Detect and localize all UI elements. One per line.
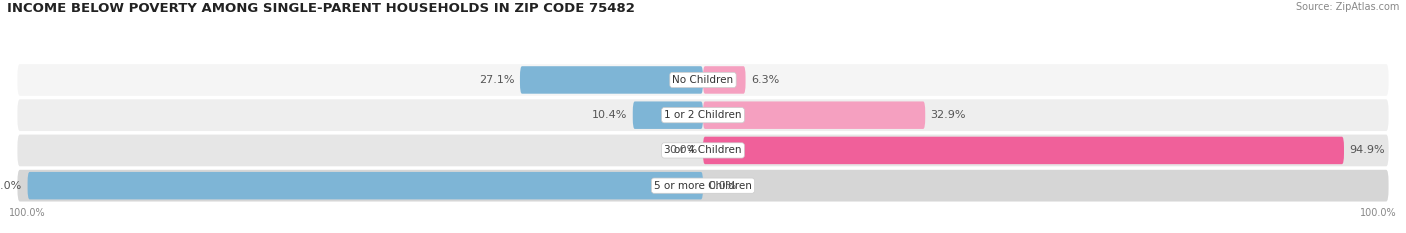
Text: 0.0%: 0.0% [669, 145, 697, 155]
Text: 100.0%: 100.0% [0, 181, 22, 191]
FancyBboxPatch shape [520, 66, 703, 94]
FancyBboxPatch shape [703, 66, 745, 94]
Text: 1 or 2 Children: 1 or 2 Children [664, 110, 742, 120]
FancyBboxPatch shape [17, 135, 1389, 166]
Text: 6.3%: 6.3% [751, 75, 779, 85]
Text: 0.0%: 0.0% [709, 181, 737, 191]
Text: No Children: No Children [672, 75, 734, 85]
Text: 27.1%: 27.1% [479, 75, 515, 85]
FancyBboxPatch shape [17, 99, 1389, 131]
FancyBboxPatch shape [28, 172, 703, 199]
FancyBboxPatch shape [633, 101, 703, 129]
Text: INCOME BELOW POVERTY AMONG SINGLE-PARENT HOUSEHOLDS IN ZIP CODE 75482: INCOME BELOW POVERTY AMONG SINGLE-PARENT… [7, 2, 636, 15]
FancyBboxPatch shape [17, 170, 1389, 202]
Text: 32.9%: 32.9% [931, 110, 966, 120]
FancyBboxPatch shape [703, 101, 925, 129]
Text: 5 or more Children: 5 or more Children [654, 181, 752, 191]
Text: 10.4%: 10.4% [592, 110, 627, 120]
Text: 3 or 4 Children: 3 or 4 Children [664, 145, 742, 155]
FancyBboxPatch shape [703, 137, 1344, 164]
Text: 94.9%: 94.9% [1350, 145, 1385, 155]
FancyBboxPatch shape [17, 64, 1389, 96]
Text: Source: ZipAtlas.com: Source: ZipAtlas.com [1295, 2, 1399, 12]
